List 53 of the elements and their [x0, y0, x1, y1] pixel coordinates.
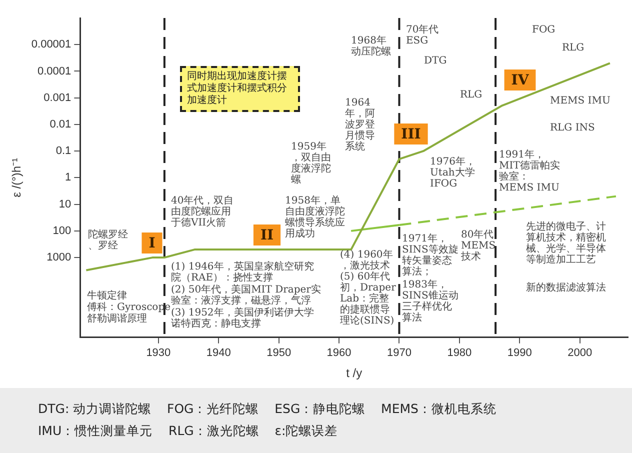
text: DTG: 动力调谐陀螺 FOG：光纤陀螺 ESG：静电陀螺 MEMS：微机电系统	[38, 400, 498, 418]
x-tick-label: 1940	[206, 347, 231, 360]
y-tick-label: 100	[52, 224, 72, 237]
y-tick-label: 0.0001	[38, 65, 72, 78]
annotation: 1964年，阿波罗登月惯导系统	[345, 98, 375, 153]
x-tick-label: 1950	[266, 347, 292, 360]
x-axis-title: t /y	[346, 366, 362, 380]
annotation: 1958年，单自由度液浮陀螺惯导系统应用成功	[285, 194, 345, 240]
annotation: FOG	[532, 24, 556, 36]
x-tick-label: 1970	[386, 347, 412, 360]
annotation: 舒勒调谐原理	[87, 312, 147, 325]
annotation: DTG	[424, 56, 447, 67]
annotation: RLG	[460, 90, 482, 101]
x-tick-label: 2000	[568, 347, 592, 360]
annotation: 1968年动压陀螺	[351, 34, 391, 58]
y-tick-label: 0.01	[50, 118, 72, 130]
annotation: 1971年，SINS等效旋转矢量姿态算法；	[402, 232, 458, 278]
annotation: (5) 60年代初，Draper Lab：完整的捷联惯导理论(SINS)	[340, 270, 396, 327]
annotation: 1991年，MIT德雷帕实验室：MEMS IMU	[499, 148, 560, 194]
annotation: (4) 1960年，激光技术	[340, 248, 393, 272]
annotation: 新的数据滤波算法	[526, 282, 606, 294]
x-tick-label: 1980	[447, 347, 472, 360]
y-tick-label: 0.001	[44, 92, 72, 104]
annotation: 牛顿定律	[87, 290, 127, 302]
annotation: 1983年，SINS锥运动三子样优化算法	[402, 278, 458, 324]
annotation: 陀螺罗经、罗经	[88, 228, 128, 252]
annotation: (3) 1952年，美国伊利诺伊大学诺特西克：静电支撑	[171, 306, 314, 330]
y-tick-label: 0.00001	[31, 38, 72, 51]
x-tick-label: 1990	[507, 347, 532, 360]
y-tick-label: 1	[65, 172, 72, 184]
annotation: (2) 50年代，美国MIT Draper实验室：液浮支撑，磁悬浮，气浮	[171, 284, 321, 307]
y-tick-label: 1000	[46, 252, 72, 264]
annotation: III	[401, 126, 421, 143]
y-tick-label: 10	[58, 198, 72, 210]
text: IMU：惯性测量单元 RLG：激光陀螺 ε:陀螺误差	[38, 422, 339, 440]
annotation: 80年代MEMS技术	[460, 228, 496, 263]
y-axis-title: ε /(°)h⁻¹	[10, 158, 24, 198]
annotation: 40年代，双自由度陀螺应用于德VII火箭	[171, 194, 234, 229]
annotation: II	[260, 228, 274, 244]
annotation: 70年代ESG	[406, 24, 439, 47]
y-tick-label: 0.1	[56, 145, 72, 158]
x-tick-label: 1960	[326, 347, 352, 360]
x-tick-label: 1930	[146, 347, 171, 360]
annotation: (1) 1946年，英国皇家航空研究院（RAE）：挠性支撑	[171, 260, 314, 284]
annotation: I	[148, 236, 156, 252]
annotation: 同时期出现加速度计摆式加速度计和摆式积分加速度计	[180, 66, 300, 112]
annotation: MEMS IMU	[550, 96, 610, 107]
annotation: IV	[511, 72, 530, 89]
annotation: RLG INS	[550, 122, 596, 134]
annotation: 1976年，Utah大学IFOG	[430, 156, 476, 190]
annotation: RLG	[562, 42, 584, 54]
annotation: 1959年，双自由度液浮陀螺	[291, 140, 331, 186]
annotation: 先进的微电子、计算机技术，精密机械、光学、半导体等制造加工工艺	[526, 220, 606, 266]
